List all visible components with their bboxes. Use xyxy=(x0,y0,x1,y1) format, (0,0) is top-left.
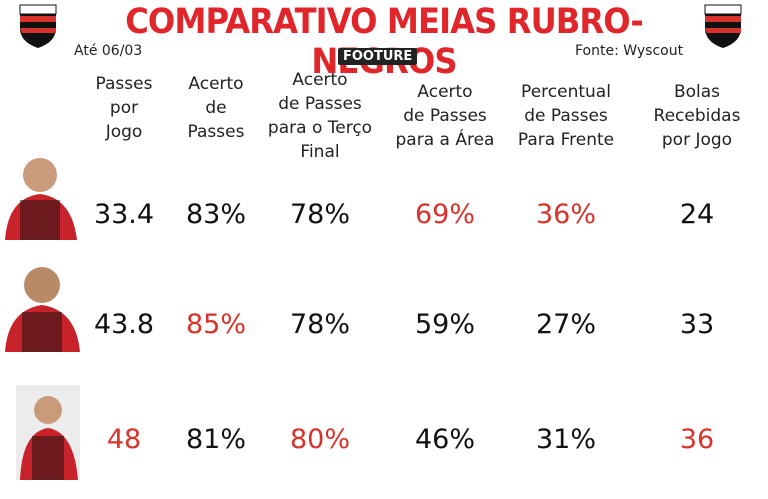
stat-value: 83% xyxy=(185,199,246,230)
stat-value: 59% xyxy=(414,309,475,340)
player-photo xyxy=(16,385,80,480)
stat-value: 27% xyxy=(535,309,596,340)
column-header: Passes por Jogo xyxy=(95,74,153,142)
stat-value: 33.4 xyxy=(93,199,155,230)
player-photo xyxy=(5,267,80,352)
stat-value: 36% xyxy=(535,199,596,230)
column-header: Acerto de Passes para o Terço Final xyxy=(267,70,373,162)
column-header: Bolas Recebidas por Jogo xyxy=(653,82,741,150)
column-header: Percentual de Passes Para Frente xyxy=(517,82,615,150)
stat-value: 80% xyxy=(289,424,350,455)
brand-logo: FOOTURE xyxy=(338,48,418,65)
stat-value: 85% xyxy=(185,309,246,340)
title: COMPARATIVO MEIAS RUBRO-NEGROS xyxy=(125,2,644,82)
stat-value: 46% xyxy=(414,424,475,455)
stat-value: 24 xyxy=(679,199,715,230)
stat-value: 33 xyxy=(679,309,715,340)
column-header: Acerto de Passes para a Área xyxy=(395,82,495,150)
stat-value: 43.8 xyxy=(93,309,155,340)
stat-value: 78% xyxy=(289,199,350,230)
stat-value: 48 xyxy=(106,424,142,455)
source: Fonte: Wyscout xyxy=(575,43,684,59)
club-shield xyxy=(19,4,57,48)
stat-value: 78% xyxy=(289,309,350,340)
stat-value: 69% xyxy=(414,199,475,230)
column-header: Acerto de Passes xyxy=(187,74,245,142)
stat-value: 81% xyxy=(185,424,246,455)
stat-value: 31% xyxy=(535,424,596,455)
date: Até 06/03 xyxy=(74,43,143,59)
club-shield xyxy=(704,4,742,48)
stat-value: 36 xyxy=(679,424,715,455)
player-photo xyxy=(5,158,77,240)
